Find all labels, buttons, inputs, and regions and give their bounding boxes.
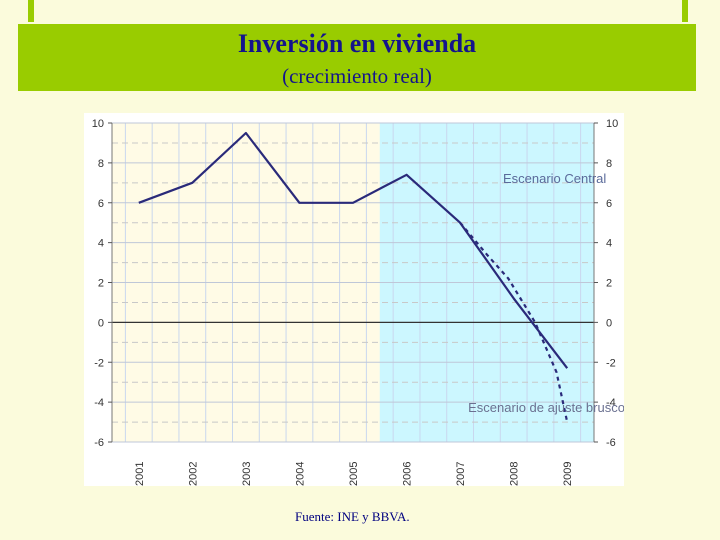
line-chart: 10 10 8 8 6 6 4 4 2 2 0 0 -2 -2 -4 -4 -6 -6 2001 2002 2003 20…: [84, 113, 625, 486]
y-tick-label-left: 10: [92, 118, 104, 130]
x-tick-label: 2008: [509, 462, 521, 486]
central-scenario-series-line: [138, 131, 569, 369]
y-tick-label-right: -2: [606, 357, 616, 369]
y-tick-label-left: 6: [98, 198, 104, 210]
y-tick-label-left: 4: [98, 238, 104, 250]
annotation-abrupt-scenario: Escenario de ajuste brusco: [468, 400, 624, 415]
top-frame: [28, 0, 688, 22]
y-tick-label-left: 8: [98, 158, 104, 170]
x-tick-label: 2007: [455, 462, 467, 486]
page-subtitle: (crecimiento real): [282, 64, 432, 88]
y-tick-label-left: -2: [94, 357, 104, 369]
x-tick-label: 2001: [134, 462, 146, 486]
y-tick-label-right: 8: [606, 158, 612, 170]
y-tick-label-left: 0: [98, 317, 104, 329]
y-tick-label-left: 2: [98, 278, 104, 290]
x-tick-label: 2006: [402, 462, 414, 486]
abrupt-adjustment-series-line: [459, 221, 569, 423]
title-band: Inversión en vivienda (crecimiento real): [18, 24, 696, 91]
y-tick-label-left: -6: [94, 437, 104, 449]
source-note: Fuente: INE y BBVA.: [295, 509, 410, 524]
y-tick-label-right: 4: [606, 238, 612, 250]
x-tick-label: 2002: [187, 462, 199, 486]
page-title: Inversión en vivienda: [237, 29, 477, 58]
x-tick-label: 2009: [562, 462, 574, 486]
y-tick-label-right: 0: [606, 317, 612, 329]
y-tick-label-right: 2: [606, 278, 612, 290]
y-tick-label-right: -4: [606, 397, 616, 409]
x-tick-label: 2005: [348, 462, 360, 486]
annotation-central-scenario: Escenario Central: [503, 171, 606, 186]
x-tick-label: 2004: [294, 462, 306, 486]
chart-container: 10 10 8 8 6 6 4 4 2 2 0 0 -2 -2 -4 -4 -6 -6 2001 2002 2003 20…: [84, 113, 625, 486]
y-tick-label-left: -4: [94, 397, 104, 409]
y-tick-label-right: -6: [606, 437, 616, 449]
y-tick-label-right: 10: [606, 118, 618, 130]
y-tick-label-right: 6: [606, 198, 612, 210]
x-tick-label: 2003: [241, 462, 253, 486]
